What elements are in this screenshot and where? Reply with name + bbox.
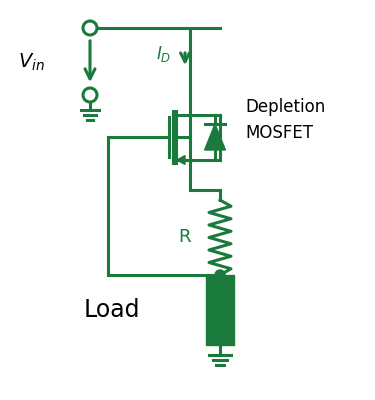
Polygon shape (205, 124, 225, 150)
Bar (206, 275, 234, 345)
Text: $I_D$: $I_D$ (156, 44, 171, 64)
Polygon shape (177, 156, 185, 164)
Text: $V_{in}$: $V_{in}$ (18, 51, 45, 73)
Text: R: R (179, 228, 191, 246)
Text: Load: Load (84, 298, 140, 322)
Circle shape (215, 270, 225, 280)
Text: Depletion
MOSFET: Depletion MOSFET (245, 98, 325, 142)
